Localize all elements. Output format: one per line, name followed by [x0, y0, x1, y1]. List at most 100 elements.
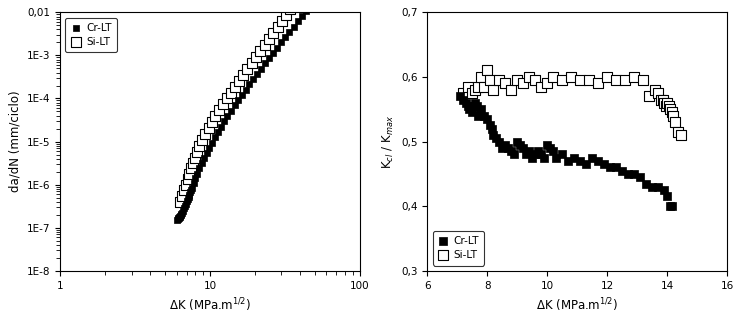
- Legend: Cr-LT, Si-LT: Cr-LT, Si-LT: [65, 17, 116, 52]
- Si-LT: [213, 108, 225, 113]
- Si-LT: [666, 110, 677, 115]
- Si-LT: [485, 78, 496, 83]
- Cr-LT: [458, 97, 470, 102]
- Si-LT: [523, 74, 535, 80]
- Si-LT: [499, 81, 511, 86]
- Si-LT: [672, 129, 683, 135]
- Si-LT: [657, 97, 669, 102]
- Si-LT: [462, 84, 474, 89]
- Cr-LT: [542, 142, 554, 147]
- Cr-LT: [174, 215, 186, 220]
- Si-LT: [620, 78, 631, 83]
- Si-LT: [592, 81, 604, 86]
- Cr-LT: [236, 92, 248, 98]
- Si-LT: [661, 100, 673, 105]
- Cr-LT: [174, 213, 186, 218]
- Cr-LT: [646, 184, 658, 189]
- Si-LT: [263, 36, 275, 42]
- Si-LT: [517, 81, 529, 86]
- Si-LT: [482, 68, 493, 73]
- Si-LT: [203, 126, 214, 131]
- Cr-LT: [462, 103, 474, 109]
- Si-LT: [649, 87, 661, 92]
- Si-LT: [529, 78, 541, 83]
- Cr-LT: [177, 208, 188, 213]
- Si-LT: [178, 187, 190, 193]
- Cr-LT: [511, 139, 523, 144]
- Cr-LT: [505, 149, 517, 154]
- Cr-LT: [171, 218, 183, 223]
- Cr-LT: [247, 77, 259, 82]
- Cr-LT: [292, 19, 303, 24]
- Si-LT: [652, 90, 664, 96]
- X-axis label: $\Delta$K (MPa.m$^{1/2}$): $\Delta$K (MPa.m$^{1/2}$): [536, 296, 618, 314]
- Si-LT: [583, 78, 595, 83]
- Cr-LT: [179, 204, 191, 209]
- Cr-LT: [215, 124, 227, 129]
- Si-LT: [664, 107, 676, 112]
- Si-LT: [221, 96, 233, 101]
- Si-LT: [188, 155, 200, 160]
- Si-LT: [284, 7, 296, 12]
- Cr-LT: [493, 139, 505, 144]
- Cr-LT: [183, 192, 195, 197]
- Cr-LT: [520, 152, 532, 157]
- Cr-LT: [604, 165, 616, 170]
- Si-LT: [229, 84, 241, 89]
- Si-LT: [476, 74, 487, 80]
- Cr-LT: [172, 216, 184, 221]
- Cr-LT: [229, 103, 240, 108]
- Si-LT: [186, 166, 197, 171]
- Cr-LT: [661, 194, 673, 199]
- Cr-LT: [610, 165, 622, 170]
- Si-LT: [548, 74, 559, 80]
- Cr-LT: [592, 158, 604, 164]
- Si-LT: [246, 60, 257, 65]
- Cr-LT: [203, 145, 215, 150]
- Cr-LT: [301, 8, 312, 14]
- Cr-LT: [514, 142, 526, 147]
- Cr-LT: [296, 14, 308, 19]
- Cr-LT: [180, 201, 191, 206]
- Cr-LT: [309, 0, 321, 3]
- Si-LT: [241, 66, 253, 71]
- Cr-LT: [240, 87, 252, 92]
- Cr-LT: [467, 110, 479, 115]
- Cr-LT: [198, 156, 210, 161]
- Si-LT: [473, 84, 485, 89]
- Cr-LT: [562, 158, 574, 164]
- Si-LT: [197, 137, 209, 143]
- Si-LT: [174, 199, 186, 204]
- Si-LT: [255, 48, 266, 53]
- Cr-LT: [191, 171, 203, 176]
- Cr-LT: [304, 3, 316, 8]
- Cr-LT: [623, 171, 634, 176]
- Cr-LT: [476, 107, 487, 112]
- Cr-LT: [490, 136, 502, 141]
- Cr-LT: [574, 158, 586, 164]
- Si-LT: [556, 78, 568, 83]
- Cr-LT: [455, 94, 467, 99]
- Cr-LT: [664, 204, 676, 209]
- Cr-LT: [586, 155, 598, 160]
- Cr-LT: [173, 215, 185, 220]
- Si-LT: [663, 103, 674, 109]
- Si-LT: [610, 78, 622, 83]
- Cr-LT: [502, 146, 514, 151]
- Cr-LT: [568, 155, 580, 160]
- Si-LT: [225, 90, 237, 95]
- Cr-LT: [186, 187, 197, 193]
- Si-LT: [200, 132, 211, 137]
- Cr-LT: [548, 149, 559, 154]
- Si-LT: [511, 78, 523, 83]
- Cr-LT: [189, 176, 201, 181]
- Cr-LT: [218, 119, 230, 124]
- X-axis label: $\Delta$K (MPa.m$^{1/2}$): $\Delta$K (MPa.m$^{1/2}$): [169, 296, 251, 314]
- Cr-LT: [212, 129, 224, 134]
- Cr-LT: [182, 197, 194, 202]
- Si-LT: [194, 144, 206, 149]
- Cr-LT: [628, 171, 640, 176]
- Cr-LT: [232, 98, 244, 103]
- Cr-LT: [283, 29, 295, 34]
- Y-axis label: K$_{cl}$ / K$_{max}$: K$_{cl}$ / K$_{max}$: [381, 114, 395, 169]
